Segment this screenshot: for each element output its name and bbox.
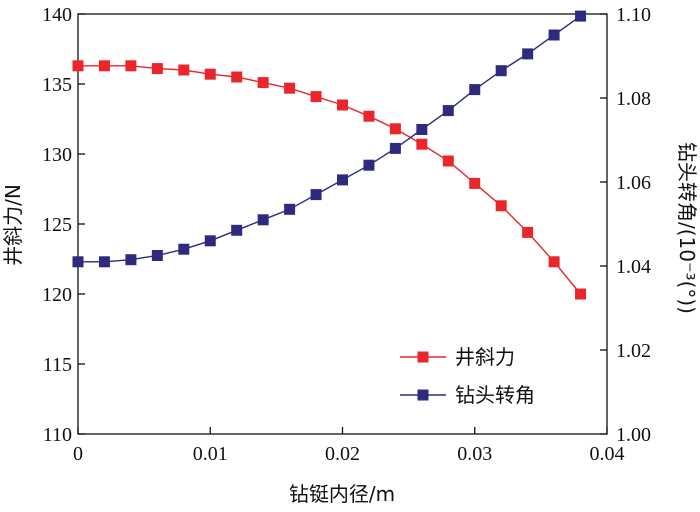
series-layer [72,10,587,300]
series-marker [442,105,454,117]
series-2 [72,10,587,268]
series-marker [151,250,163,261]
series-marker [98,60,110,72]
right-axis-ticks: 1.00 1.02 1.04 1.06 1.08 1.10 [600,4,651,446]
right-tick-label: 1.00 [616,424,651,446]
series-marker [284,82,296,94]
series-marker [231,224,243,236]
series-marker [522,226,534,238]
series-marker [495,200,507,212]
series-1 [72,60,587,300]
plot-area [77,13,608,435]
series-marker [204,68,216,80]
left-tick-label: 135 [42,74,72,96]
series-marker [416,138,428,150]
series-marker [125,60,137,72]
series-marker [310,189,322,201]
plot-frame [77,13,608,435]
right-tick-label: 1.08 [616,88,651,110]
left-tick-label: 120 [42,284,72,306]
series-marker [522,48,534,60]
series-marker [389,142,401,154]
left-tick-label: 140 [42,4,72,26]
series-marker [178,243,190,255]
series-line [78,15,581,263]
series-marker [125,254,137,266]
legend-item: 钻头转角 [400,383,535,407]
legend-item: 井斜力 [400,345,515,369]
bottom-tick-label: 0.01 [193,443,228,465]
bottom-tick-label: 0.04 [590,443,625,465]
series-marker [72,60,84,72]
series-marker [231,71,243,83]
y2-axis-title: 钻头转角/(10⁻³(°)) [675,142,699,314]
left-axis-ticks: 110 115 120 125 130 135 140 [42,4,85,446]
right-tick-label: 1.02 [616,340,651,362]
series-marker [151,63,163,75]
series-marker [310,91,322,103]
series-marker [257,214,269,226]
x-axis-title: 钻铤内径/m [289,482,395,506]
series-marker [204,235,216,247]
right-tick-label: 1.10 [616,4,651,26]
series-marker [257,77,269,89]
series-marker [98,256,110,268]
series-marker [178,64,190,76]
series-marker [575,10,587,22]
bottom-axis-ticks: 0 0.01 0.02 0.03 0.04 [73,427,625,465]
legend-label: 井斜力 [455,345,515,369]
legend-marker [417,389,429,401]
legend-marker [417,351,429,363]
y-axis-title: 井斜力/N [1,184,25,266]
series-marker [72,256,84,268]
series-marker [389,123,401,135]
left-tick-label: 125 [42,214,72,236]
series-marker [548,256,560,268]
series-marker [363,159,375,171]
series-marker [469,177,481,189]
series-marker [416,124,428,135]
series-marker [469,84,481,96]
series-marker [442,155,454,167]
series-marker [548,29,560,41]
series-marker [363,110,375,122]
left-tick-label: 130 [42,144,72,166]
bottom-tick-label: 0 [73,443,83,465]
bottom-tick-label: 0.03 [457,443,492,465]
series-marker [337,99,348,111]
series-marker [575,288,587,300]
left-tick-label: 115 [43,354,72,376]
bottom-tick-label: 0.02 [325,443,360,465]
right-tick-label: 1.06 [616,172,651,194]
left-tick-label: 110 [43,424,72,446]
series-marker [337,174,348,186]
legend-label: 钻头转角 [455,383,535,407]
series-marker [284,203,296,215]
right-tick-label: 1.04 [616,256,651,278]
series-marker [495,65,507,77]
